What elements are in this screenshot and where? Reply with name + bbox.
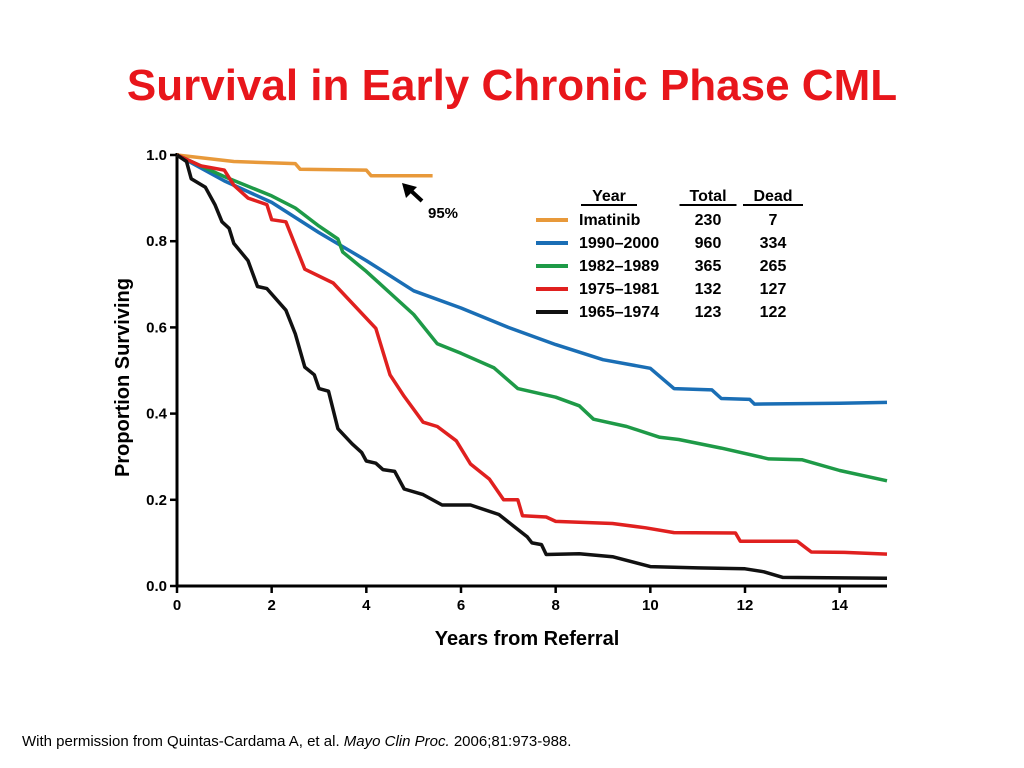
citation: With permission from Quintas-Cardama A, … — [22, 733, 571, 750]
x-tick-label: 14 — [831, 597, 848, 614]
annotation-label: 95% — [428, 205, 458, 222]
x-axis-label: Years from Referral — [435, 628, 620, 650]
x-tick-label: 2 — [267, 597, 275, 614]
y-tick-label: 0.8 — [146, 233, 167, 250]
series-line-1975-1981 — [176, 153, 888, 556]
y-tick-label: 0.2 — [146, 492, 167, 509]
slide-title: Survival in Early Chronic Phase CML — [126, 61, 898, 110]
y-tick-label: 0.6 — [146, 319, 167, 336]
legend-total: 123 — [695, 304, 722, 321]
legend-dead: 127 — [760, 281, 787, 298]
x-tick-label: 10 — [642, 597, 659, 614]
legend-total: 365 — [695, 258, 722, 275]
legend-label: 1965–1974 — [579, 304, 659, 321]
legend-label: 1982–1989 — [579, 258, 659, 275]
x-tick-label: 8 — [551, 597, 559, 614]
y-axis-label: Proportion Surviving — [112, 278, 134, 477]
annotation-arrow-head — [402, 183, 417, 198]
y-tick-label: 1.0 — [146, 147, 167, 164]
citation-prefix: With permission from Quintas-Cardama A, … — [22, 733, 340, 750]
y-tick-label: 0.0 — [146, 578, 167, 595]
legend-header: Dead — [753, 188, 792, 205]
series-line-imatinib — [176, 153, 433, 178]
legend-header: Total — [689, 188, 726, 205]
y-tick-label: 0.4 — [146, 406, 168, 423]
legend-label: 1990–2000 — [579, 235, 659, 252]
citation-suffix: 2006;81:973-988. — [453, 733, 572, 750]
legend-dead: 334 — [760, 235, 787, 252]
x-tick-label: 0 — [173, 597, 181, 614]
legend-total: 132 — [695, 281, 722, 298]
series-line-1982-1989 — [176, 153, 888, 483]
legend-dead: 122 — [760, 304, 787, 321]
legend-total: 960 — [695, 235, 722, 252]
legend-label: Imatinib — [579, 212, 641, 229]
x-tick-label: 12 — [737, 597, 754, 614]
x-tick-label: 6 — [457, 597, 465, 614]
legend-label: 1975–1981 — [579, 281, 659, 298]
legend-total: 230 — [695, 212, 722, 229]
legend-dead: 265 — [760, 258, 787, 275]
legend-header: Year — [592, 188, 626, 205]
series-line-1990-2000 — [176, 153, 888, 406]
citation-journal: Mayo Clin Proc. — [343, 733, 450, 750]
legend-dead: 7 — [769, 212, 778, 229]
x-tick-label: 4 — [362, 597, 371, 614]
series-line-1965-1974 — [176, 153, 888, 580]
